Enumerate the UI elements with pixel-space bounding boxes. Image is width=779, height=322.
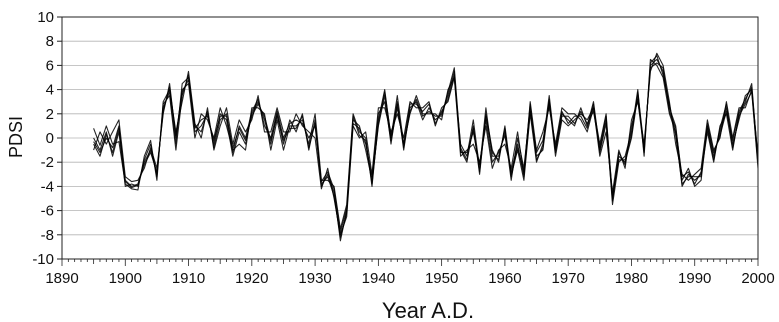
- x-tick-label: 1920: [235, 270, 268, 287]
- y-tick-label: 0: [46, 130, 54, 147]
- x-axis-title: Year A.D.: [382, 298, 474, 322]
- x-tick-label: 1990: [678, 270, 711, 287]
- x-tick-label: 1940: [362, 270, 395, 287]
- y-tick-label: -4: [41, 178, 54, 195]
- pdsi-series-line-2: [93, 52, 759, 236]
- y-gridlines: [62, 16, 758, 260]
- y-tick-label: 8: [46, 33, 54, 50]
- pdsi-series-line-3: [93, 58, 759, 230]
- pdsi-series-line-5: [93, 62, 759, 233]
- y-tick-label: -2: [41, 154, 54, 171]
- x-tick-label: 1970: [551, 270, 584, 287]
- x-ticks: 1890 1900 1910 1920 1930 1940 1950 1960 1970 1980…: [45, 259, 775, 287]
- y-axis-title: PDSI: [6, 116, 26, 158]
- y-tick-label: 10: [37, 9, 54, 26]
- x-tick-label: 1900: [109, 270, 142, 287]
- y-ticks: -10 -8 -6 -4 -2 0 2 4 6 8 10: [32, 9, 62, 268]
- y-tick-label: 4: [46, 82, 54, 99]
- y-tick-label: 6: [46, 57, 54, 74]
- x-tick-label: 1980: [615, 270, 648, 287]
- x-tick-label: 1960: [488, 270, 521, 287]
- y-tick-label: -6: [41, 203, 54, 220]
- x-tick-label: 1930: [298, 270, 331, 287]
- y-tick-label: -8: [41, 227, 54, 244]
- x-tick-label: 2000: [741, 270, 774, 287]
- series-lines: [93, 52, 759, 242]
- x-tick-label: 1950: [425, 270, 458, 287]
- pdsi-series-line-4: [93, 55, 759, 238]
- pdsi-series-line-1: [93, 58, 759, 242]
- x-tick-label: 1910: [172, 270, 205, 287]
- y-tick-label: 2: [46, 106, 54, 123]
- y-tick-label: -10: [32, 251, 54, 268]
- x-tick-label: 1890: [45, 270, 78, 287]
